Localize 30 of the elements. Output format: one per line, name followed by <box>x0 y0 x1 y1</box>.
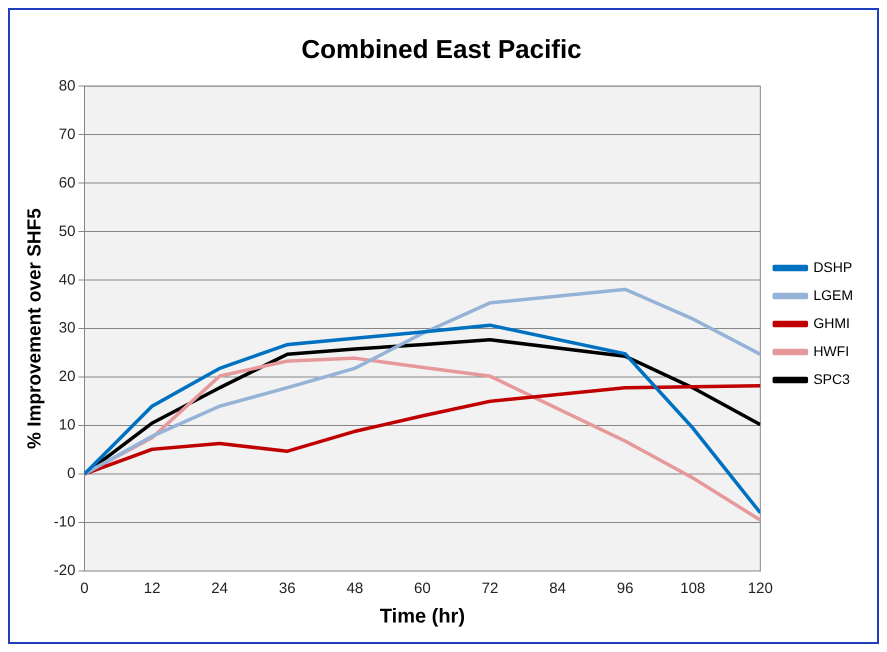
x-tick-label: 12 <box>144 580 160 598</box>
x-tick-label: 60 <box>414 580 431 598</box>
x-tick-label: 108 <box>680 580 706 598</box>
y-axis-title: % Improvement over SHF5 <box>24 208 46 449</box>
y-tick-label: 40 <box>58 271 76 288</box>
x-tick-label: 0 <box>80 580 89 598</box>
y-tick-label: 60 <box>58 174 76 192</box>
y-tick-label: 80 <box>58 77 76 94</box>
y-tick-label: 50 <box>58 222 76 240</box>
x-tick-label: 120 <box>748 580 773 598</box>
y-tick-label: -10 <box>54 514 76 531</box>
x-tick-label: 36 <box>278 580 296 598</box>
y-tick-label: 30 <box>58 320 76 337</box>
y-tick-label: 70 <box>58 126 76 143</box>
x-tick-label: 72 <box>482 580 498 598</box>
y-tick-label: 20 <box>58 368 76 386</box>
x-tick-label: 24 <box>211 580 228 598</box>
legend-label: SPC3 <box>813 370 850 387</box>
x-tick-label: 84 <box>549 580 566 598</box>
y-tick-label: 0 <box>67 465 76 482</box>
legend-label: DSHP <box>813 258 852 275</box>
legend-label: LGEM <box>813 286 854 303</box>
legend-label: HWFI <box>813 342 850 359</box>
x-tick-label: 48 <box>346 580 364 598</box>
y-tick-label: -20 <box>54 562 76 580</box>
y-tick-label: 10 <box>58 416 76 434</box>
chart-title: Combined East Pacific <box>301 34 582 64</box>
legend-label: GHMI <box>813 314 850 331</box>
x-axis-title: Time (hr) <box>380 606 466 628</box>
x-tick-label: 96 <box>616 580 634 598</box>
